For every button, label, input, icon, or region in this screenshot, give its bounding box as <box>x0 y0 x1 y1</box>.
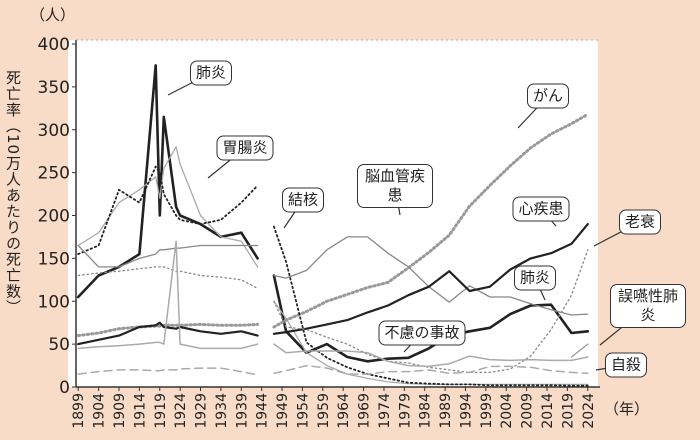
x-tick-label: 1969 <box>357 393 373 429</box>
x-tick-label: 1934 <box>214 393 230 429</box>
x-tick-label: 1984 <box>418 393 434 429</box>
x-tick-label: 1949 <box>275 393 291 429</box>
series-line <box>77 364 589 376</box>
x-tick-label: 2004 <box>499 393 515 429</box>
x-tick-label: 1959 <box>316 393 332 429</box>
series-line <box>77 223 589 346</box>
x-tick-label: 1899 <box>71 393 87 429</box>
annotation: 肺炎 <box>513 265 557 291</box>
legend-label: 老衰 <box>618 209 662 235</box>
y-tick-label: 0 <box>59 378 70 398</box>
x-tick-label: 1944 <box>255 393 271 429</box>
legend-label: 自殺 <box>604 352 648 378</box>
x-unit: （年） <box>604 400 650 418</box>
x-tick-label: 1929 <box>194 393 210 429</box>
x-tick-label: 2024 <box>581 393 597 429</box>
series-line <box>77 249 589 374</box>
series-line <box>77 165 589 387</box>
series-line <box>570 343 589 358</box>
y-axis-label: 死亡率（10万人あたりの死亡数） <box>4 70 22 316</box>
x-tick-label: 1954 <box>295 393 311 429</box>
legend-label: 不慮の事故 <box>378 320 466 346</box>
y-tick-label: 100 <box>38 292 70 312</box>
legend-label: 脳血管疾患 <box>357 164 433 208</box>
legend-label: がん <box>526 83 570 109</box>
x-tick-label: 1904 <box>92 393 108 429</box>
legend-label: 心疾患 <box>512 196 570 222</box>
x-tick-label: 2014 <box>540 393 556 429</box>
x-tick-label: 1939 <box>234 393 250 429</box>
y-tick-label: 300 <box>38 121 70 141</box>
x-tick-label: 1914 <box>132 393 148 429</box>
legend-label: 誤嚥性肺炎 <box>610 284 686 328</box>
x-tick-label: 1924 <box>173 393 189 429</box>
y-tick-label: 250 <box>38 164 70 184</box>
legend-label: 結核 <box>281 187 325 213</box>
x-tick-label: 2009 <box>520 393 536 429</box>
x-tick-label: 1964 <box>336 393 352 429</box>
x-tick-label: 1974 <box>377 393 393 429</box>
x-tick-label: 1994 <box>458 393 474 429</box>
x-tick-label: 2019 <box>560 393 576 429</box>
legend-label: 肺炎 <box>189 60 233 86</box>
y-tick-label: 350 <box>38 78 70 98</box>
y-tick-label: 150 <box>38 249 70 269</box>
y-tick-label: 400 <box>38 35 70 55</box>
x-tick-label: 1999 <box>479 393 495 429</box>
x-tick-label: 1919 <box>153 393 169 429</box>
series-line <box>76 112 590 338</box>
y-unit: （人） <box>30 6 76 24</box>
y-tick-label: 200 <box>38 207 70 227</box>
x-tick-label: 1909 <box>112 393 128 429</box>
x-tick-label: 1979 <box>397 393 413 429</box>
x-tick-label: 1989 <box>438 393 454 429</box>
series-line <box>77 240 589 368</box>
legend-label: 胃腸炎 <box>216 135 274 161</box>
y-tick-label: 50 <box>48 335 70 355</box>
